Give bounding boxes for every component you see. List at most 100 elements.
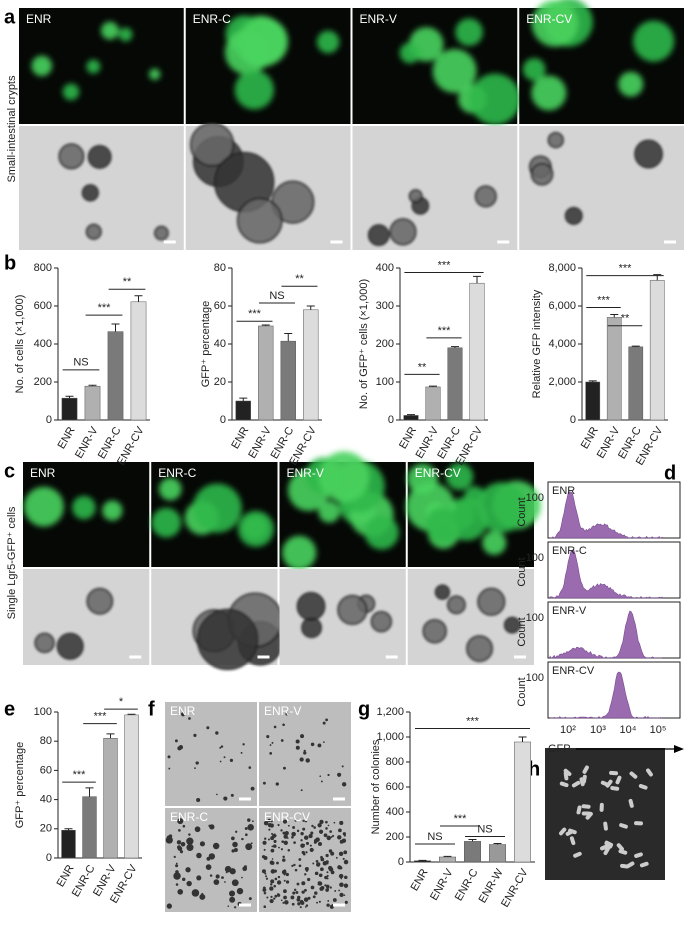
error-bar	[631, 345, 640, 347]
y-tick-label: 0	[398, 856, 404, 868]
organoid	[153, 225, 169, 241]
colony	[229, 758, 234, 762]
gfp-cell	[234, 70, 274, 110]
y-tick-label: 200	[376, 338, 394, 350]
image-label: ENR-V	[360, 12, 397, 26]
colony	[236, 887, 244, 895]
colony	[193, 733, 197, 737]
significance-label: ***	[466, 715, 480, 727]
y-axis-label: GFP⁺ percentage	[200, 301, 212, 388]
colony	[305, 841, 309, 845]
colony	[281, 840, 285, 844]
significance-label: **	[418, 361, 427, 373]
colony	[250, 786, 255, 791]
y-tick-label: 400	[386, 806, 404, 818]
y-tick-label: 8,000	[548, 262, 576, 274]
colony	[317, 743, 322, 748]
colony	[296, 829, 300, 833]
colony	[224, 865, 232, 873]
colony	[328, 865, 333, 871]
colony	[291, 831, 296, 837]
colony	[215, 731, 219, 735]
colony	[310, 742, 315, 747]
y-tick-label: 100	[526, 612, 544, 624]
chromosome	[563, 768, 572, 777]
colony	[341, 765, 344, 768]
organoid	[446, 595, 466, 615]
bar	[649, 280, 665, 421]
colony	[186, 843, 194, 851]
colony	[263, 891, 267, 895]
colony	[180, 841, 186, 847]
organoid	[367, 224, 390, 247]
gfp-cell	[158, 477, 182, 501]
colony	[283, 879, 286, 882]
y-tick-label: 80	[40, 735, 52, 747]
gfp-cell	[522, 58, 546, 81]
colony-image	[165, 702, 257, 806]
error-bar	[65, 395, 74, 399]
colony	[305, 904, 309, 907]
gfp-cell	[192, 483, 242, 533]
y-tick-label: 600	[386, 781, 404, 793]
colony	[326, 835, 332, 841]
colony	[303, 751, 307, 755]
colony	[300, 789, 303, 792]
colony	[250, 842, 253, 845]
bar	[130, 301, 147, 421]
colony	[174, 739, 178, 743]
colony	[252, 820, 254, 823]
y-axis-label: No. of GFP⁺ cells (×1,000)	[358, 279, 370, 409]
colony	[335, 856, 338, 859]
organoid	[81, 184, 100, 202]
organoid	[547, 131, 564, 149]
colony	[186, 837, 194, 845]
colony	[300, 831, 304, 836]
colony	[244, 827, 248, 830]
gfp-cell	[633, 20, 675, 62]
colony	[273, 897, 276, 900]
colony	[228, 890, 236, 897]
colony	[199, 841, 206, 847]
colony	[326, 903, 330, 907]
chromosome	[599, 844, 609, 851]
bar	[606, 317, 622, 421]
colony	[248, 897, 252, 901]
organoid	[34, 632, 55, 654]
colony	[278, 846, 280, 849]
chromosome	[610, 786, 620, 791]
significance-label: NS	[269, 290, 284, 302]
colony	[322, 721, 326, 725]
colony	[332, 834, 335, 838]
colony	[176, 840, 182, 845]
colony	[303, 835, 309, 840]
panel-letter: d	[664, 462, 676, 484]
colony	[241, 876, 243, 879]
image-label: ENR-C	[158, 466, 196, 480]
chromosome	[615, 775, 622, 785]
colony	[330, 836, 333, 838]
colony	[315, 860, 319, 863]
colony	[291, 864, 294, 868]
error-bar	[473, 275, 481, 284]
colony	[318, 873, 323, 878]
y-axis-label: No. of cells (×1,000)	[14, 295, 26, 394]
colony	[311, 886, 314, 890]
colony	[298, 858, 302, 861]
significance-label: NS	[73, 357, 88, 369]
organoid	[189, 122, 235, 167]
gfp-cell	[62, 83, 80, 101]
colony	[302, 827, 306, 831]
colony	[167, 755, 171, 759]
colony	[296, 897, 301, 902]
colony	[263, 820, 269, 826]
colony	[329, 886, 332, 889]
colony	[267, 818, 271, 823]
y-tick-label: 100	[526, 672, 544, 684]
significance-label: ***	[438, 259, 452, 271]
bar	[124, 714, 139, 859]
organoid	[86, 587, 114, 615]
error-bar	[493, 843, 502, 845]
organoids	[58, 143, 169, 241]
colony	[323, 833, 328, 838]
